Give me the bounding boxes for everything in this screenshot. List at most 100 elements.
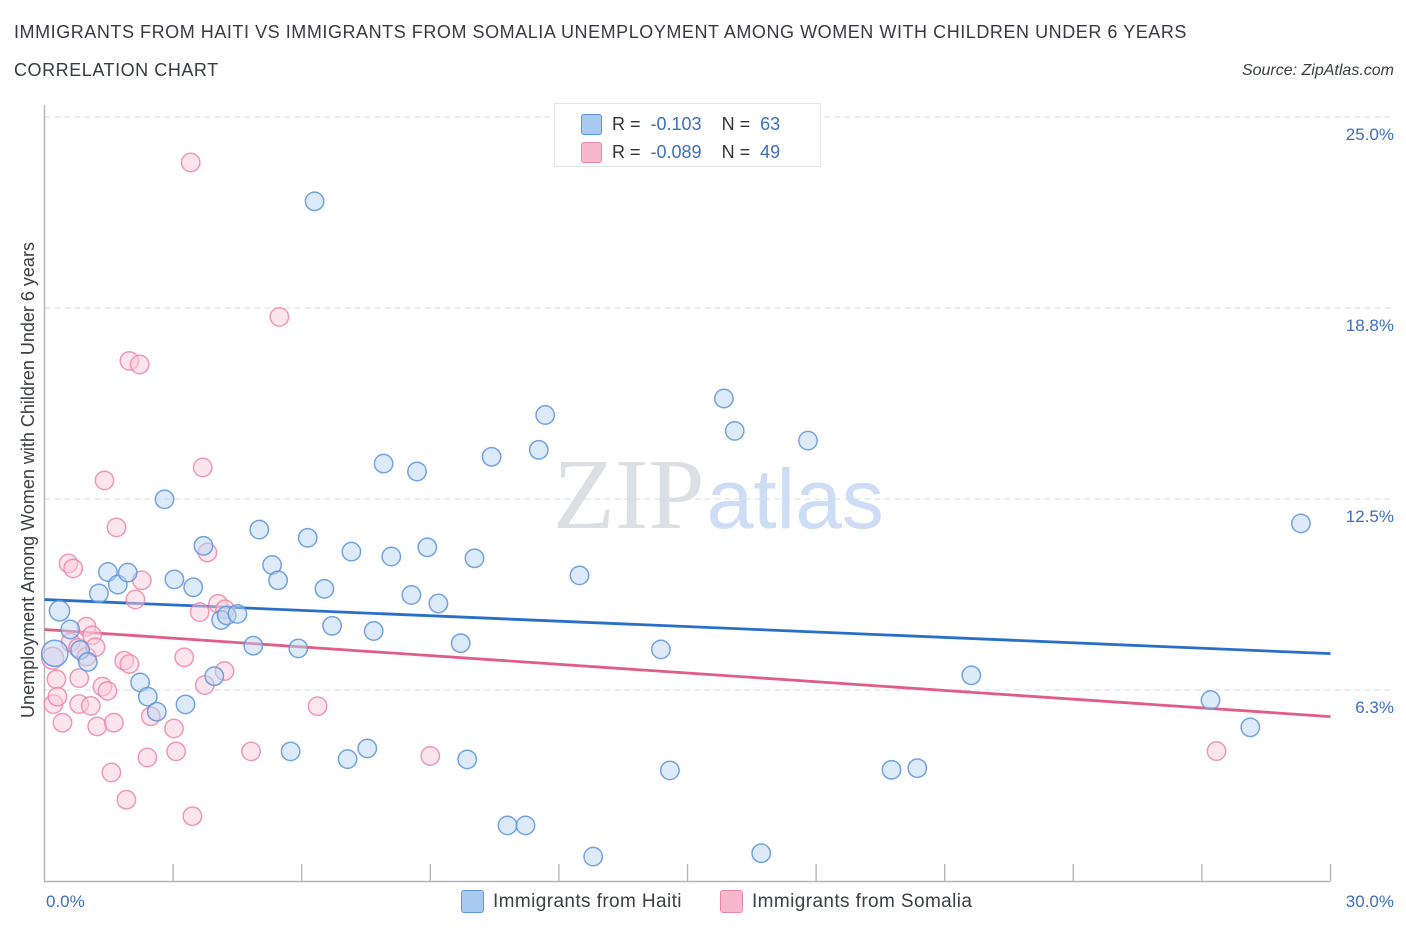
haiti-data-point bbox=[193, 535, 214, 556]
somalia-data-point bbox=[1206, 741, 1227, 762]
somalia-data-point bbox=[241, 741, 262, 762]
somalia-legend-swatch-icon bbox=[720, 890, 743, 913]
somalia-correlation-stats: R = -0.089 N = 49 bbox=[612, 142, 780, 163]
somalia-trend-line bbox=[44, 628, 1331, 718]
haiti-data-point bbox=[175, 694, 196, 715]
haiti-data-point bbox=[373, 453, 394, 474]
haiti-data-point bbox=[724, 420, 745, 441]
haiti-data-point bbox=[137, 686, 158, 707]
y-tick-label: 12.5% bbox=[1345, 507, 1394, 526]
page-title: IMMIGRANTS FROM HAITI VS IMMIGRANTS FROM… bbox=[14, 22, 1187, 42]
haiti-data-point bbox=[314, 578, 335, 599]
watermark: ZIPatlas bbox=[553, 438, 884, 550]
haiti-data-point bbox=[304, 191, 325, 212]
haiti-data-point bbox=[154, 489, 175, 510]
somalia-data-point bbox=[307, 696, 328, 717]
somalia-data-point bbox=[269, 306, 290, 327]
haiti-data-point bbox=[417, 537, 438, 558]
r-label: R = bbox=[612, 113, 651, 134]
legend-item-haiti: Immigrants from Haiti bbox=[461, 890, 682, 913]
haiti-data-point bbox=[1200, 690, 1221, 711]
haiti-data-point bbox=[497, 815, 518, 836]
haiti-data-point bbox=[528, 439, 549, 460]
haiti-data-point bbox=[1290, 513, 1311, 534]
haiti-data-point bbox=[40, 639, 69, 668]
haiti-data-point bbox=[450, 633, 471, 654]
somalia-data-point bbox=[137, 747, 158, 768]
y-axis-title: Unemployment Among Women with Children U… bbox=[18, 242, 38, 718]
somalia-data-point bbox=[192, 457, 213, 478]
haiti-swatch-icon bbox=[581, 113, 602, 135]
haiti-data-point bbox=[48, 599, 71, 622]
haiti-data-point bbox=[77, 651, 98, 672]
haiti-data-point bbox=[60, 619, 81, 640]
n-value: 63 bbox=[760, 113, 781, 134]
somalia-data-point bbox=[129, 354, 150, 375]
haiti-data-point bbox=[881, 759, 902, 780]
n-value: 49 bbox=[760, 141, 781, 162]
haiti-data-point bbox=[907, 758, 928, 779]
haiti-data-point bbox=[297, 527, 318, 548]
haiti-data-point bbox=[164, 569, 185, 590]
somalia-data-point bbox=[46, 669, 67, 690]
haiti-data-point bbox=[515, 815, 536, 836]
haiti-data-point bbox=[961, 665, 982, 686]
somalia-data-point bbox=[182, 806, 203, 827]
somalia-data-point bbox=[87, 716, 108, 737]
haiti-data-point bbox=[322, 615, 343, 636]
correlation-legend-box: R = -0.103 N = 63 R = -0.089 N = 49 bbox=[554, 103, 821, 167]
somalia-data-point bbox=[63, 558, 84, 579]
somalia-data-point bbox=[106, 517, 127, 538]
somalia-data-point bbox=[94, 470, 115, 491]
somalia-data-point bbox=[119, 654, 140, 674]
source-attribution: Source: ZipAtlas.com bbox=[1241, 62, 1394, 79]
haiti-data-point bbox=[249, 519, 270, 540]
haiti-data-point bbox=[1240, 717, 1261, 738]
n-label: N = bbox=[701, 113, 761, 134]
haiti-data-point bbox=[341, 541, 362, 562]
haiti-data-point bbox=[407, 461, 427, 482]
haiti-data-point bbox=[227, 603, 248, 624]
somalia-data-point bbox=[164, 718, 184, 739]
haiti-data-point bbox=[117, 562, 138, 583]
haiti-data-point bbox=[713, 388, 734, 409]
y-tick-label: 6.3% bbox=[1355, 698, 1394, 717]
haiti-data-point bbox=[464, 548, 485, 569]
somalia-data-point bbox=[420, 746, 441, 766]
somalia-data-point bbox=[125, 589, 146, 610]
somalia-data-point bbox=[189, 602, 210, 623]
haiti-legend-label: Immigrants from Haiti bbox=[493, 890, 682, 912]
haiti-data-point bbox=[401, 585, 422, 605]
haiti-data-point bbox=[280, 741, 301, 762]
somalia-data-point bbox=[116, 789, 137, 810]
somalia-data-point bbox=[97, 680, 118, 701]
haiti-data-point bbox=[363, 621, 384, 641]
somalia-legend-label: Immigrants from Somalia bbox=[752, 890, 973, 912]
r-value: -0.089 bbox=[650, 141, 702, 162]
x-axis-min-label: 0.0% bbox=[46, 892, 85, 911]
page-subtitle: CORRELATION CHART bbox=[14, 60, 219, 80]
haiti-data-point bbox=[337, 749, 358, 770]
haiti-data-point bbox=[751, 843, 772, 864]
series-legend: Immigrants from Haiti Immigrants from So… bbox=[0, 890, 1406, 916]
r-label: R = bbox=[612, 141, 651, 162]
r-value: -0.103 bbox=[650, 113, 702, 134]
somalia-data-point bbox=[47, 686, 68, 707]
haiti-data-point bbox=[535, 405, 556, 425]
y-tick-label: 18.8% bbox=[1345, 316, 1394, 335]
legend-row-somalia: R = -0.089 N = 49 bbox=[581, 141, 780, 163]
somalia-swatch-icon bbox=[581, 141, 602, 163]
haiti-data-point bbox=[146, 701, 167, 722]
haiti-legend-swatch-icon bbox=[461, 890, 484, 913]
haiti-data-point bbox=[204, 666, 225, 687]
y-tick-label: 25.0% bbox=[1345, 125, 1394, 144]
somalia-data-point bbox=[166, 741, 187, 762]
somalia-data-point bbox=[101, 762, 122, 783]
haiti-data-point bbox=[268, 570, 289, 591]
haiti-data-point bbox=[457, 749, 478, 770]
legend-row-haiti: R = -0.103 N = 63 bbox=[581, 113, 780, 135]
haiti-data-point bbox=[88, 583, 109, 604]
haiti-data-point bbox=[650, 639, 671, 660]
